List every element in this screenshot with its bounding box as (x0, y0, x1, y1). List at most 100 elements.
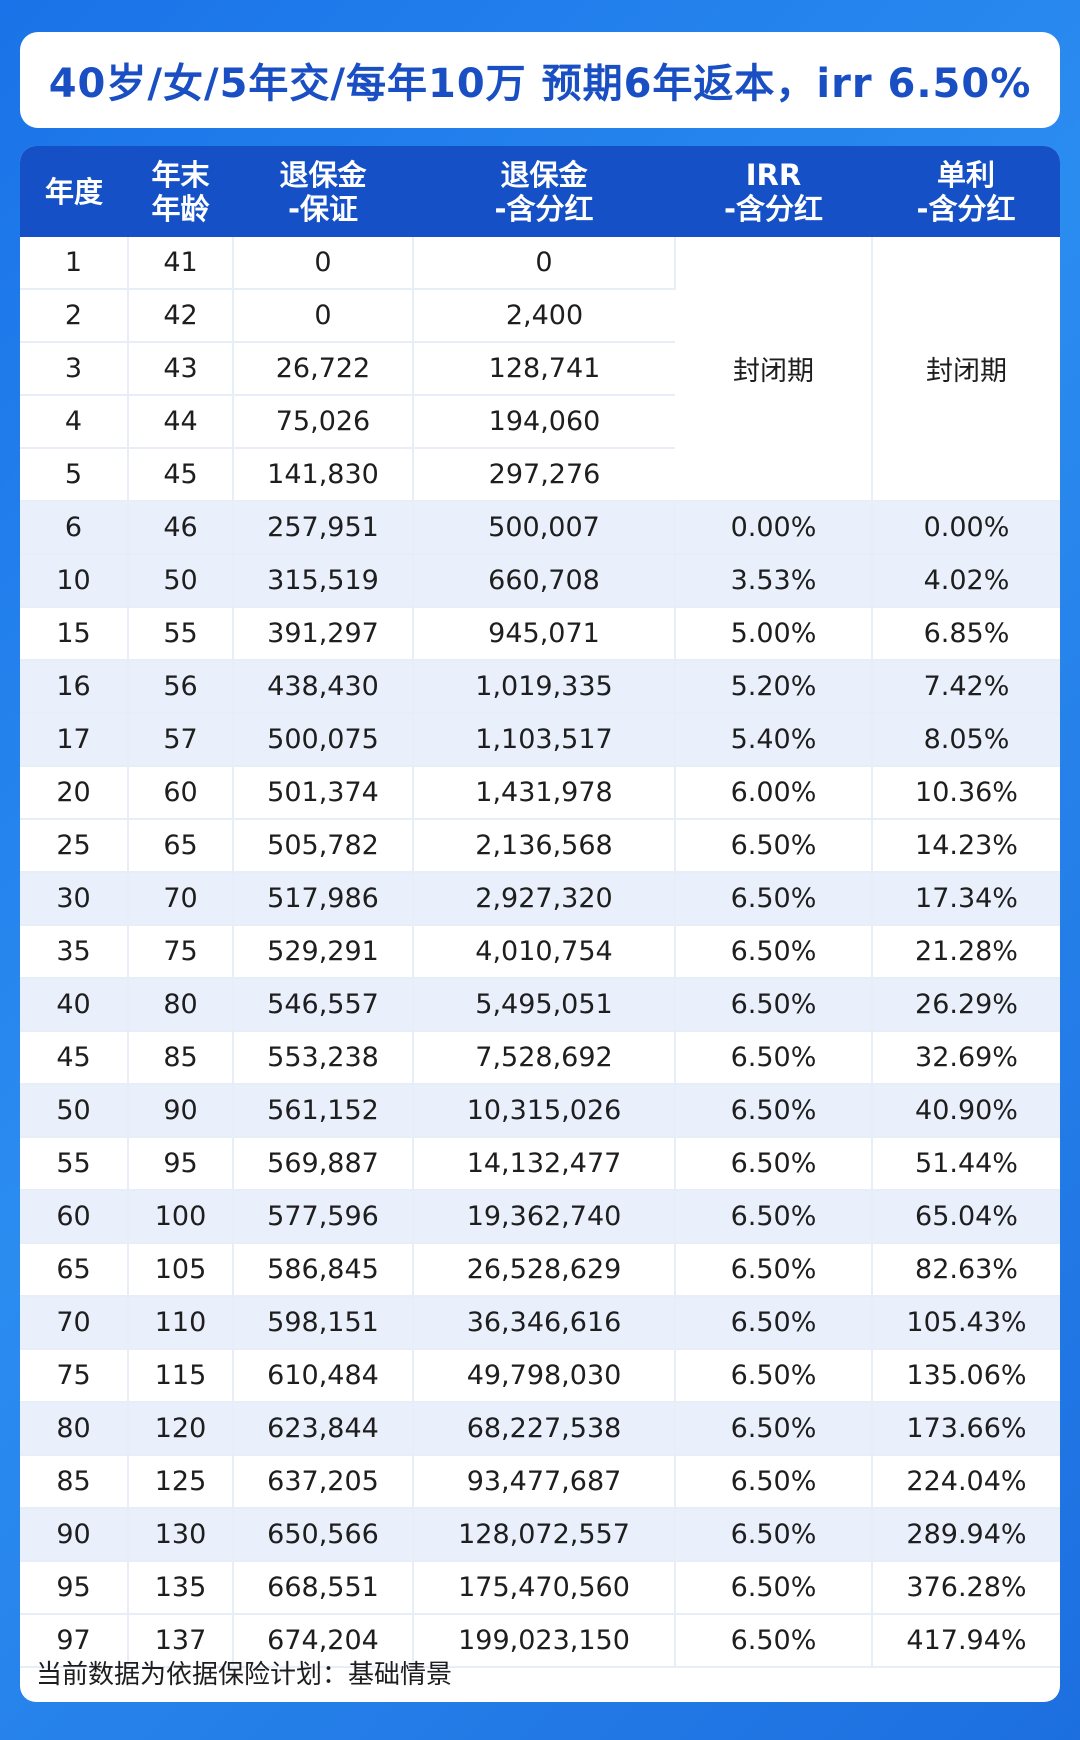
irr-cell: 6.50% (675, 1402, 873, 1456)
year-cell: 35 (20, 925, 129, 979)
surrender-guaranteed-cell: 586,845 (233, 1243, 414, 1297)
header-irr-line: IRR (745, 157, 802, 192)
surrender-dividend-cell: 500,007 (413, 501, 676, 555)
irr-cell: 6.50% (675, 1137, 873, 1191)
irr-cell: 6.50% (675, 978, 873, 1032)
surrender-guaranteed-cell: 0 (233, 289, 414, 343)
table-row: 25 65 505,782 2,136,568 6.50% 14.23% (20, 819, 1060, 873)
surrender-guaranteed-cell: 674,204 (233, 1614, 414, 1668)
header-surrender-with-dividend-line: -含分红 (494, 191, 594, 226)
age-cell: 70 (128, 872, 234, 926)
year-cell: 95 (20, 1561, 129, 1615)
header-age-line: 年末 (151, 157, 210, 192)
table-row: 4 44 75,026 194,060 (20, 395, 1060, 449)
surrender-guaranteed-cell: 438,430 (233, 660, 414, 714)
age-cell: 50 (128, 554, 234, 608)
header-age-line: 年龄 (151, 191, 210, 226)
surrender-dividend-cell: 199,023,150 (413, 1614, 676, 1668)
header-surrender-with-dividend-line: 退保金 (500, 157, 588, 192)
year-cell: 90 (20, 1508, 129, 1562)
table-row: 55 95 569,887 14,132,477 6.50% 51.44% (20, 1137, 1060, 1191)
surrender-dividend-cell: 297,276 (413, 448, 675, 502)
header-irr: IRR -含分红 (675, 146, 872, 237)
surrender-guaranteed-cell: 501,374 (233, 766, 414, 820)
irr-cell: 6.50% (675, 819, 873, 873)
surrender-dividend-cell: 128,741 (413, 342, 675, 396)
table-row: 40 80 546,557 5,495,051 6.50% 26.29% (20, 978, 1060, 1032)
surrender-dividend-cell: 26,528,629 (413, 1243, 676, 1297)
table-header: 年度 年末 年龄 退保金 -保证 退保金 -含分红 IRR -含分红 单利 -含分红 (20, 146, 1060, 237)
simple-interest-cell: 82.63% (872, 1243, 1060, 1297)
surrender-guaranteed-cell: 26,722 (233, 342, 414, 396)
table-row: 95 135 668,551 175,470,560 6.50% 376.28% (20, 1561, 1060, 1615)
surrender-guaranteed-cell: 546,557 (233, 978, 414, 1032)
age-cell: 46 (128, 501, 234, 555)
age-cell: 85 (128, 1031, 234, 1085)
year-cell: 97 (20, 1614, 129, 1668)
table-row: 35 75 529,291 4,010,754 6.50% 21.28% (20, 925, 1060, 979)
year-cell: 60 (20, 1190, 129, 1244)
surrender-guaranteed-cell: 0 (233, 237, 414, 290)
year-cell: 17 (20, 713, 129, 767)
table-card: 年度 年末 年龄 退保金 -保证 退保金 -含分红 IRR -含分红 单利 -含分红 1 41 0 0 封闭… (20, 146, 1060, 1702)
year-cell: 65 (20, 1243, 129, 1297)
surrender-dividend-cell: 68,227,538 (413, 1402, 676, 1456)
surrender-dividend-cell: 0 (413, 237, 676, 290)
simple-interest-cell: 135.06% (872, 1349, 1060, 1403)
simple-interest-cell: 289.94% (872, 1508, 1060, 1562)
simple-interest-cell: 10.36% (872, 766, 1060, 820)
header-age: 年末 年龄 (128, 146, 233, 237)
table-body: 1 41 0 0 封闭期 封闭期 2 42 0 2,400 3 43 26,722 128,741 4 44 7… (20, 237, 1060, 1668)
simple-interest-cell: 224.04% (872, 1455, 1060, 1509)
age-cell: 56 (128, 660, 234, 714)
year-cell: 15 (20, 607, 129, 661)
simple-interest-cell: 21.28% (872, 925, 1060, 979)
year-cell: 45 (20, 1031, 129, 1085)
table-row: 65 105 586,845 26,528,629 6.50% 82.63% (20, 1243, 1060, 1297)
table-row: 75 115 610,484 49,798,030 6.50% 135.06% (20, 1349, 1060, 1403)
age-cell: 105 (128, 1243, 234, 1297)
year-cell: 20 (20, 766, 129, 820)
surrender-dividend-cell: 4,010,754 (413, 925, 676, 979)
year-cell: 1 (20, 237, 129, 290)
age-cell: 80 (128, 978, 234, 1032)
year-cell: 70 (20, 1296, 129, 1350)
surrender-dividend-cell: 175,470,560 (413, 1561, 676, 1615)
simple-interest-cell: 417.94% (872, 1614, 1060, 1668)
year-cell: 25 (20, 819, 129, 873)
irr-cell: 6.00% (675, 766, 873, 820)
age-cell: 130 (128, 1508, 234, 1562)
surrender-guaranteed-cell: 637,205 (233, 1455, 414, 1509)
table-row: 97 137 674,204 199,023,150 6.50% 417.94% (20, 1614, 1060, 1668)
year-cell: 5 (20, 448, 129, 502)
age-cell: 44 (128, 395, 234, 449)
year-cell: 4 (20, 395, 129, 449)
irr-cell: 6.50% (675, 1508, 873, 1562)
surrender-dividend-cell: 14,132,477 (413, 1137, 676, 1191)
footnote: 当前数据为依据保险计划：基础情景 (36, 1660, 453, 1690)
table-row: 60 100 577,596 19,362,740 6.50% 65.04% (20, 1190, 1060, 1244)
irr-cell: 6.50% (675, 1243, 873, 1297)
simple-interest-cell: 51.44% (872, 1137, 1060, 1191)
simple-interest-cell: 6.85% (872, 607, 1060, 661)
surrender-dividend-cell: 1,019,335 (413, 660, 676, 714)
header-surrender-with-dividend: 退保金 -含分红 (413, 146, 675, 237)
surrender-guaranteed-cell: 650,566 (233, 1508, 414, 1562)
table-row: 15 55 391,297 945,071 5.00% 6.85% (20, 607, 1060, 661)
simple-interest-cell: 105.43% (872, 1296, 1060, 1350)
surrender-dividend-cell: 5,495,051 (413, 978, 676, 1032)
surrender-dividend-cell: 1,103,517 (413, 713, 676, 767)
page-title: 40岁/女/5年交/每年10万 预期6年返本，irr 6.50% (48, 61, 1032, 107)
surrender-guaranteed-cell: 668,551 (233, 1561, 414, 1615)
surrender-guaranteed-cell: 529,291 (233, 925, 414, 979)
irr-cell: 6.50% (675, 1296, 873, 1350)
simple-interest-cell: 7.42% (872, 660, 1060, 714)
surrender-guaranteed-cell: 610,484 (233, 1349, 414, 1403)
irr-cell: 5.40% (675, 713, 873, 767)
irr-cell: 5.20% (675, 660, 873, 714)
irr-cell: 0.00% (675, 501, 873, 555)
table-row: 3 43 26,722 128,741 (20, 342, 1060, 396)
surrender-guaranteed-cell: 391,297 (233, 607, 414, 661)
cash-value-table: 年度 年末 年龄 退保金 -保证 退保金 -含分红 IRR -含分红 单利 -含分红 1 41 0 0 封闭… (20, 146, 1060, 1668)
